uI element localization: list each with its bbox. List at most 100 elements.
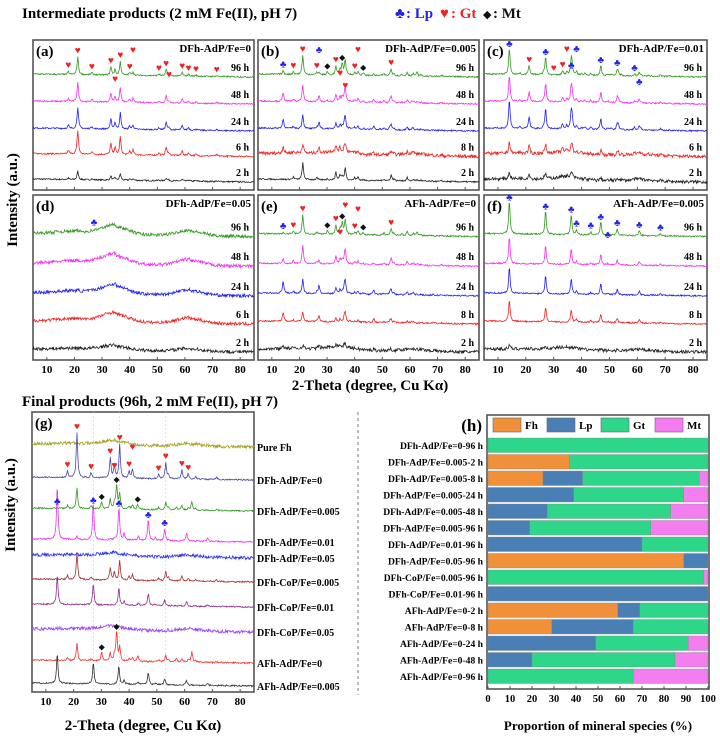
category-label: AFh-AdP/Fe=0-96 h <box>400 672 484 683</box>
gt-peak-marker: ♥ <box>156 463 162 474</box>
bar-segment-mt <box>699 470 709 486</box>
legend-swatch-lp <box>546 417 576 433</box>
xrd-trace <box>257 341 480 355</box>
gt-peak-marker: ♥ <box>108 56 114 67</box>
lp-peak-marker: ♣ <box>568 60 575 71</box>
lp-peak-marker: ♣ <box>542 47 549 58</box>
mt-peak-marker: ◆ <box>114 475 121 484</box>
lp-legend-label: : Lp <box>406 6 433 22</box>
x-tick-label: 50 <box>377 364 389 376</box>
xrd-trace <box>32 631 255 665</box>
gt-peak-marker: ♥ <box>88 462 94 473</box>
trace-label: AFh-AdP/Fe=0 <box>257 659 322 670</box>
lp-peak-marker: ♣ <box>161 518 168 529</box>
time-label: 96 h <box>231 223 250 234</box>
bar-segment-gt <box>639 602 709 618</box>
time-label: 24 h <box>684 117 703 128</box>
bar-segment-mt <box>683 487 709 503</box>
x-tick-label: 40 <box>124 696 136 708</box>
gt-peak-marker: ♥ <box>89 61 95 72</box>
xrd-trace <box>257 278 480 297</box>
legend-label: Fh <box>525 420 538 432</box>
panel-title: DFh-AdP/Fe=0.005 <box>385 43 476 55</box>
top-x-axis-label: 2-Theta (degree, Cu Kα) <box>292 378 448 394</box>
gt-peak-marker: ♥ <box>117 433 123 444</box>
gt-peak-marker: ♥ <box>65 60 71 71</box>
xrd-trace <box>32 130 254 158</box>
time-label: 96 h <box>456 63 475 74</box>
gt-peak-marker: ♥ <box>112 74 118 85</box>
x-tick-label: 30 <box>97 364 109 376</box>
h-x-axis-label: Proportion of mineral species (%) <box>504 718 692 733</box>
x-tick-label: 40 <box>571 694 582 705</box>
panel-label: (h) <box>461 416 482 435</box>
x-tick-label: 60 <box>179 364 191 376</box>
gt-peak-marker: ♥ <box>65 459 71 470</box>
trace-label: DFh-CoP/Fe=0.01 <box>257 603 334 614</box>
time-label: 2 h <box>461 168 475 179</box>
time-label: 6 h <box>236 310 250 321</box>
time-label: 2 h <box>236 338 250 349</box>
bar-segment-lp <box>617 602 640 618</box>
mt-peak-marker: ◆ <box>114 622 121 631</box>
bar-segment-gt <box>487 668 634 684</box>
panel-title: DFh-AdP/Fe=0.05 <box>166 198 252 210</box>
x-tick-label: 40 <box>576 364 588 376</box>
lp-peak-marker: ♣ <box>316 45 323 56</box>
legend-label: Gt <box>633 420 646 432</box>
category-label: DFh-AdP/Fe=0-96 h <box>400 441 484 452</box>
mt-peak-marker: ◆ <box>99 492 106 501</box>
bar-segment-gt <box>487 437 709 453</box>
bar-segment-lp <box>487 487 575 503</box>
category-label: DFh-CoP/Fe=0.005-96 h <box>384 573 484 584</box>
x-tick-label: 60 <box>179 696 191 708</box>
gt-peak-marker: ♥ <box>186 63 192 74</box>
panel-label: (c) <box>487 44 504 60</box>
x-tick-label: 10 <box>266 364 278 376</box>
bar-segment-gt <box>547 503 671 519</box>
gt-peak-marker: ♥ <box>333 55 339 66</box>
panel-label: (e) <box>261 199 278 215</box>
bar-segment-gt <box>573 487 684 503</box>
category-label: AFh-AdP/Fe=0-48 h <box>400 656 484 667</box>
xrd-trace <box>31 654 255 688</box>
xrd-panel-c: (c) DFh-AdP/Fe=0.012 h6 h24 h48 h96 h♣♥♣♥… <box>483 39 708 191</box>
trace-label: DFh-CoP/Fe=0.05 <box>257 628 334 639</box>
category-label: DFh-AdP/Fe=0.005-2 h <box>388 458 484 469</box>
xrd-trace <box>483 202 708 238</box>
bar-segment-mt <box>674 652 709 668</box>
x-tick-label: 60 <box>632 364 644 376</box>
x-tick-label: 70 <box>207 364 219 376</box>
mt-peak-marker: ◆ <box>339 53 346 62</box>
xrd-trace <box>31 552 255 584</box>
bar-chart-h: (h) Fh Lp Gt Mt DFh-AdP/Fe=0-96 h DFh-AdP/Fe=0… <box>383 414 716 705</box>
time-label: 48 h <box>456 252 475 263</box>
time-label: 48 h <box>231 252 250 263</box>
bar-segment-mt <box>670 503 709 519</box>
time-label: 48 h <box>231 90 250 101</box>
time-label: 48 h <box>684 252 703 263</box>
xrd-trace <box>257 143 480 159</box>
xrd-trace <box>483 343 708 355</box>
xrd-trace <box>484 268 708 298</box>
xrd-trace <box>483 171 708 185</box>
panel-title: AFh-AdP/Fe=0.005 <box>613 198 704 210</box>
time-label: 96 h <box>684 223 703 234</box>
gt-peak-marker: ♥ <box>337 227 343 238</box>
trace-label: DFh-AdP/Fe=0 <box>257 476 322 487</box>
category-label: DFh-AdP/Fe=0.005-96 h <box>383 524 483 535</box>
lp-peak-marker: ♣ <box>506 192 513 203</box>
xrd-panel-d: (d) DFh-AdP/Fe=0.05 2 h 6 h 24 h 48 h 96 h ♣ 10 2… <box>32 194 255 376</box>
bar-segment-gt <box>595 635 689 651</box>
g-y-axis-label: Intensity (a.u.) <box>3 458 19 552</box>
bar-segment-lp <box>487 536 643 552</box>
lp-peak-marker: ♣ <box>90 496 97 507</box>
gt-peak-marker: ♥ <box>156 63 162 74</box>
lp-peak-marker: ♣ <box>657 222 664 233</box>
plot-frame <box>257 39 480 191</box>
plots-layer: (a) DFh-AdP/Fe=0 2 h 6 h 24 h 48 h 96 h ♥ ♥ ♥ ♥ ♥ ♥ ♥… <box>31 39 716 708</box>
trace-label: DFh-CoP/Fe=0.005 <box>257 578 339 589</box>
x-tick-label: 70 <box>207 696 219 708</box>
time-label: 48 h <box>456 90 475 101</box>
trace-label: AFh-AdP/Fe=0.005 <box>257 682 340 693</box>
